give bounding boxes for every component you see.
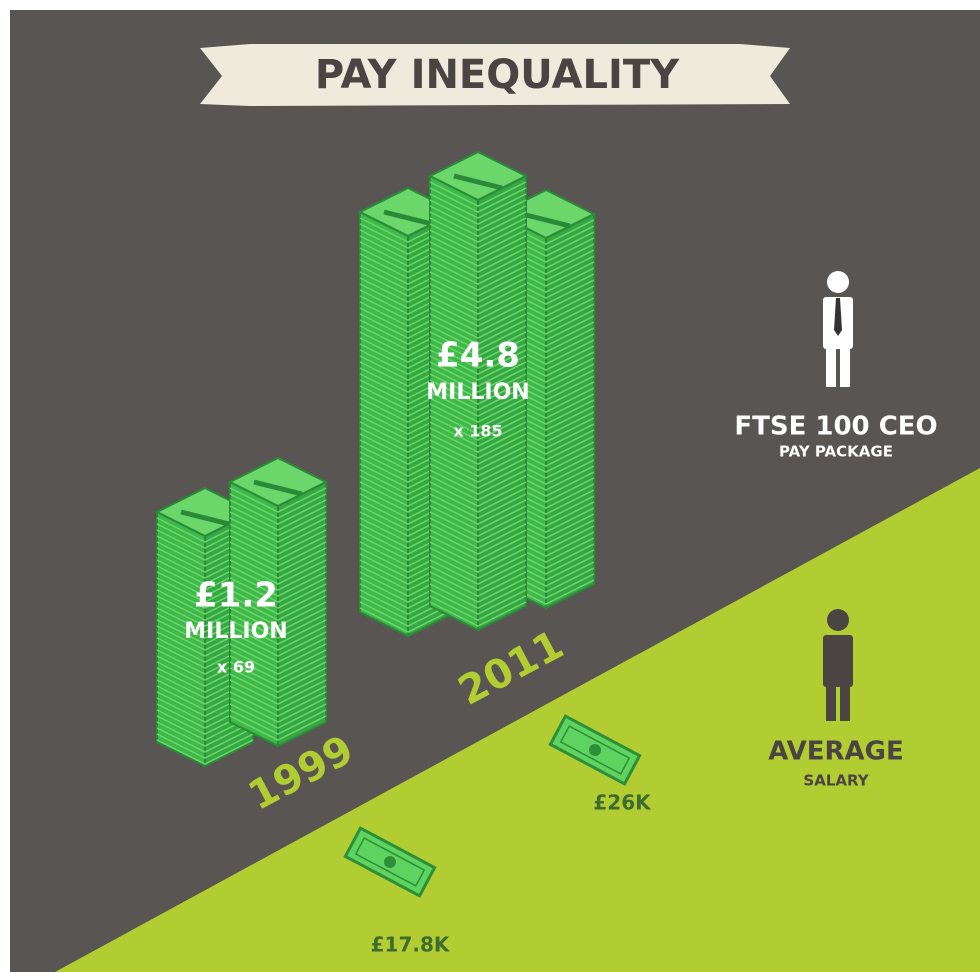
- ceo-pay: £4.8: [436, 336, 520, 376]
- average-sublabel: SALARY: [803, 772, 869, 790]
- ceo-sublabel: PAY PACKAGE: [779, 443, 893, 461]
- ceo-unit: MILLION: [184, 619, 287, 644]
- title: PAY INEQUALITY: [315, 52, 680, 98]
- ceo-pay: £1.2: [194, 576, 278, 616]
- ceo-unit: MILLION: [426, 380, 529, 405]
- infographic: PAY INEQUALITY £1.2 MILLION x 69 £4.8 MI…: [0, 0, 980, 972]
- average-salary: £26K: [593, 791, 652, 815]
- stack-part: [546, 214, 594, 608]
- ratio: x 69: [217, 658, 255, 677]
- average-salary: £17.8K: [371, 933, 451, 957]
- ceo-label: FTSE 100 CEO: [734, 412, 937, 442]
- average-label: AVERAGE: [768, 737, 903, 767]
- ratio: x 185: [453, 422, 502, 441]
